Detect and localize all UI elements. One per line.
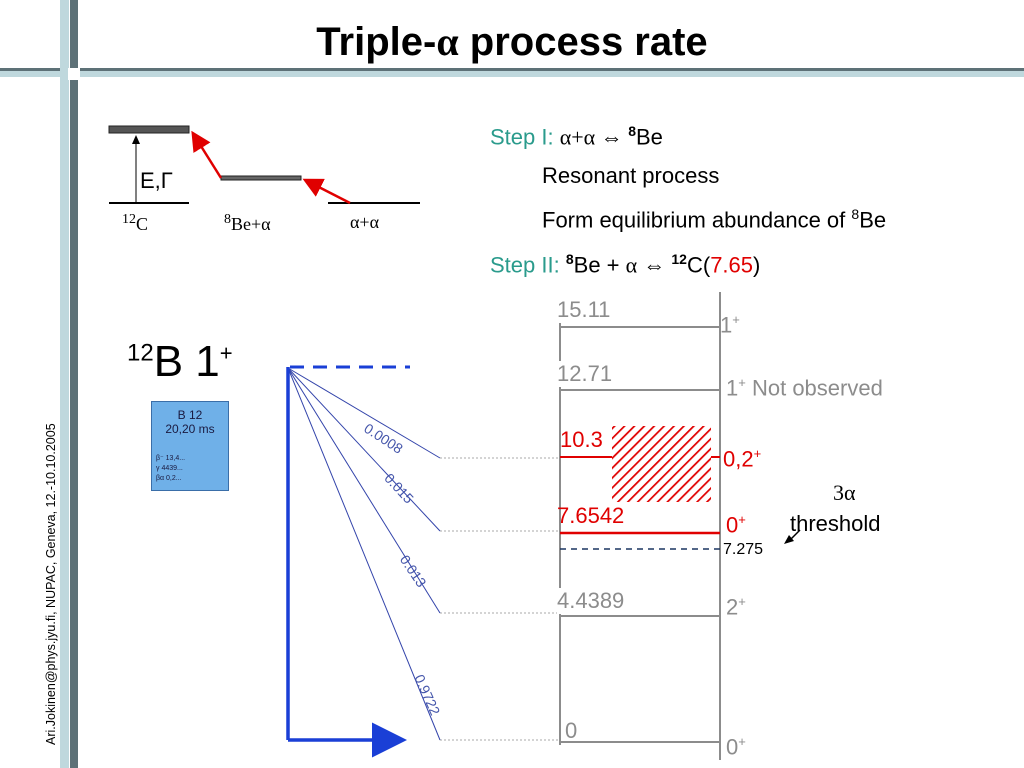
level-spin-0: 0+ <box>726 734 746 760</box>
level-energy-10-3: 10.3 <box>560 427 603 452</box>
inset-c12-label: 12C <box>122 212 149 234</box>
inset-e-gamma-label: E,Γ <box>140 168 173 193</box>
threshold-label: threshold <box>790 511 881 536</box>
nuclide-card-halflife: 20,20 ms <box>165 422 215 436</box>
b12-nuclide-card: B 12 20,20 ms β⁻ 13,4... γ 4439... βα 0,… <box>151 401 229 491</box>
broad-resonance-hatch <box>612 426 711 502</box>
level-spin-15-11: 1+ <box>720 312 740 338</box>
process-steps: Step I: α+α ⇔ 8Be Resonant process Form … <box>490 112 886 284</box>
threshold-value: 7.275 <box>723 541 764 558</box>
nuclide-card-title: B 12 <box>177 408 203 422</box>
step-1-line: Step I: α+α ⇔ 8Be <box>490 123 663 150</box>
threshold-alpha-label: 3α <box>833 480 856 505</box>
form-equilibrium-line: Form equilibrium abundance of 8Be <box>542 206 887 233</box>
slide-title: Triple-α process rate <box>316 19 708 64</box>
branch-line-0-9722 <box>287 367 441 741</box>
level-spin-4-4389: 2+ <box>726 594 746 620</box>
nuclide-card-decays: β⁻ 13,4... γ 4439... βα 0,2... <box>156 455 186 482</box>
level-energy-15-11: 15.11 <box>557 297 611 323</box>
not-observed-note: Not observed <box>751 375 883 401</box>
level-spin-7-6542: 0+ <box>726 512 746 538</box>
resonant-line: Resonant process <box>542 163 720 189</box>
level-spin-10-3: 0,2+ <box>723 446 762 472</box>
branch-line-0-0008 <box>287 367 441 459</box>
inset-be8-alpha-label: 8Be+α <box>224 212 271 234</box>
branch-line-0-015 <box>287 367 441 532</box>
level-energy-0: 0 <box>565 718 578 743</box>
inset-alpha-alpha-label: α+α <box>350 212 380 232</box>
step-2-line: Step II: 8Be + α ⇔ 12C(7.65) <box>490 250 761 277</box>
level-energy-4-4389: 4.4389 <box>557 588 625 614</box>
b12-state-label: 12B 1+ <box>127 337 233 386</box>
inset-energy-diagram <box>108 125 420 205</box>
level-energy-12-71: 12.71 <box>557 361 613 387</box>
branch-line-0-013 <box>287 367 441 614</box>
level-energy-7-6542: 7.6542 <box>557 503 625 528</box>
level-spin-12-71: 1+ Not observed <box>726 375 883 401</box>
